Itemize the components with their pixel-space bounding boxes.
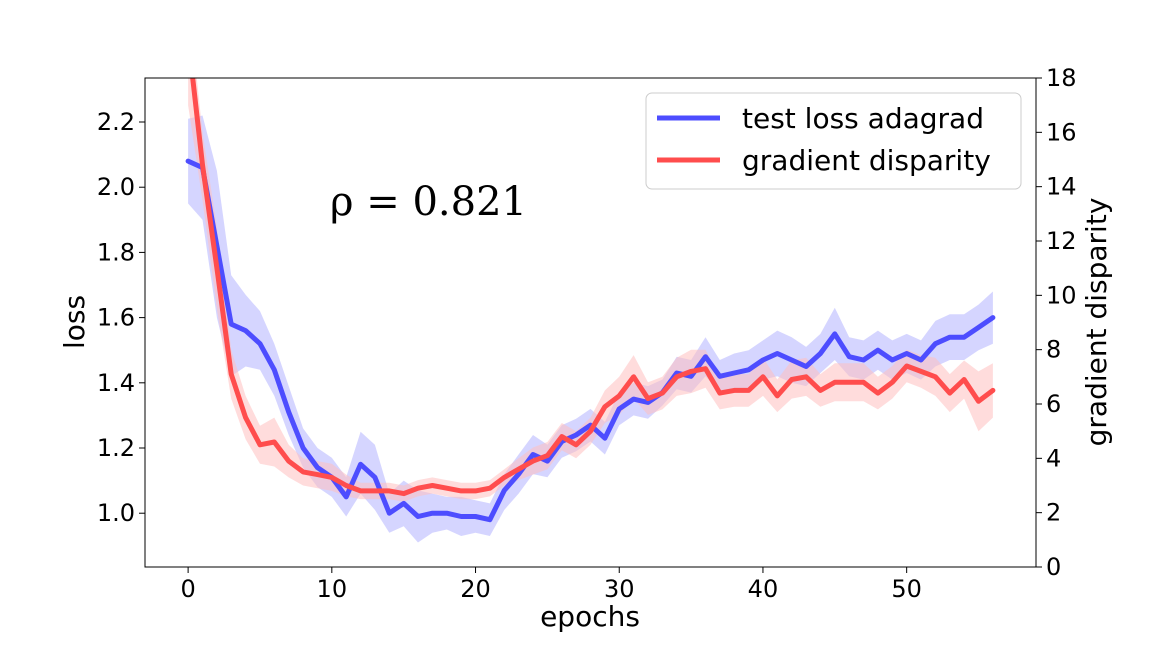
y-tick-label: 1.4 — [97, 369, 135, 397]
x-tick-label: 30 — [604, 575, 635, 603]
gradient-disparity-band — [188, 78, 993, 502]
y2-tick-label: 18 — [1046, 64, 1077, 92]
y2-tick-label: 10 — [1046, 281, 1077, 309]
x-tick-label: 20 — [460, 575, 491, 603]
x-tick-label: 40 — [748, 575, 779, 603]
y-tick-label: 1.2 — [97, 434, 135, 462]
x-tick-label: 0 — [180, 575, 195, 603]
y2-tick-label: 16 — [1046, 118, 1077, 146]
legend-label-gradient-disparity: gradient disparity — [742, 144, 991, 177]
y2-tick-label: 4 — [1046, 444, 1061, 472]
y2-axis-label: gradient disparity — [1080, 198, 1113, 447]
plot-frame — [144, 77, 1037, 568]
y2-tick-label: 14 — [1046, 173, 1077, 201]
y2-tick-label: 12 — [1046, 227, 1077, 255]
x-axis-label: epochs — [540, 600, 640, 633]
confidence-bands — [188, 78, 993, 543]
correlation-annotation: ρ = 0.821 — [330, 179, 527, 225]
y-tick-label: 2.0 — [97, 173, 135, 201]
y-tick-label: 1.6 — [97, 304, 135, 332]
y-axis-label: loss — [58, 295, 91, 349]
test-loss-line — [185, 158, 996, 523]
gradient-disparity-line — [190, 78, 996, 497]
y-tick-label: 2.2 — [97, 108, 135, 136]
x-tick-label: 10 — [317, 575, 348, 603]
x-tick-label: 50 — [891, 575, 922, 603]
y2-tick-label: 8 — [1046, 336, 1061, 364]
y2-tick-label: 0 — [1046, 553, 1061, 581]
y2-tick-label: 2 — [1046, 499, 1061, 527]
legend-label-test-loss: test loss adagrad — [742, 102, 984, 135]
legend-box — [645, 92, 1022, 190]
y-tick-label: 1.0 — [97, 499, 135, 527]
y-tick-label: 1.8 — [97, 238, 135, 266]
series-lines — [185, 78, 996, 523]
axis-ticks: 0 10 20 30 40 50 1.0 1.2 1.4 1.6 1.8 2.0 2.2 0 2 4 6 8 10 1… — [97, 64, 1077, 603]
test-loss-band — [188, 115, 993, 543]
y2-tick-label: 6 — [1046, 390, 1061, 418]
legend: test loss adagrad gradient disparity — [645, 92, 1022, 190]
